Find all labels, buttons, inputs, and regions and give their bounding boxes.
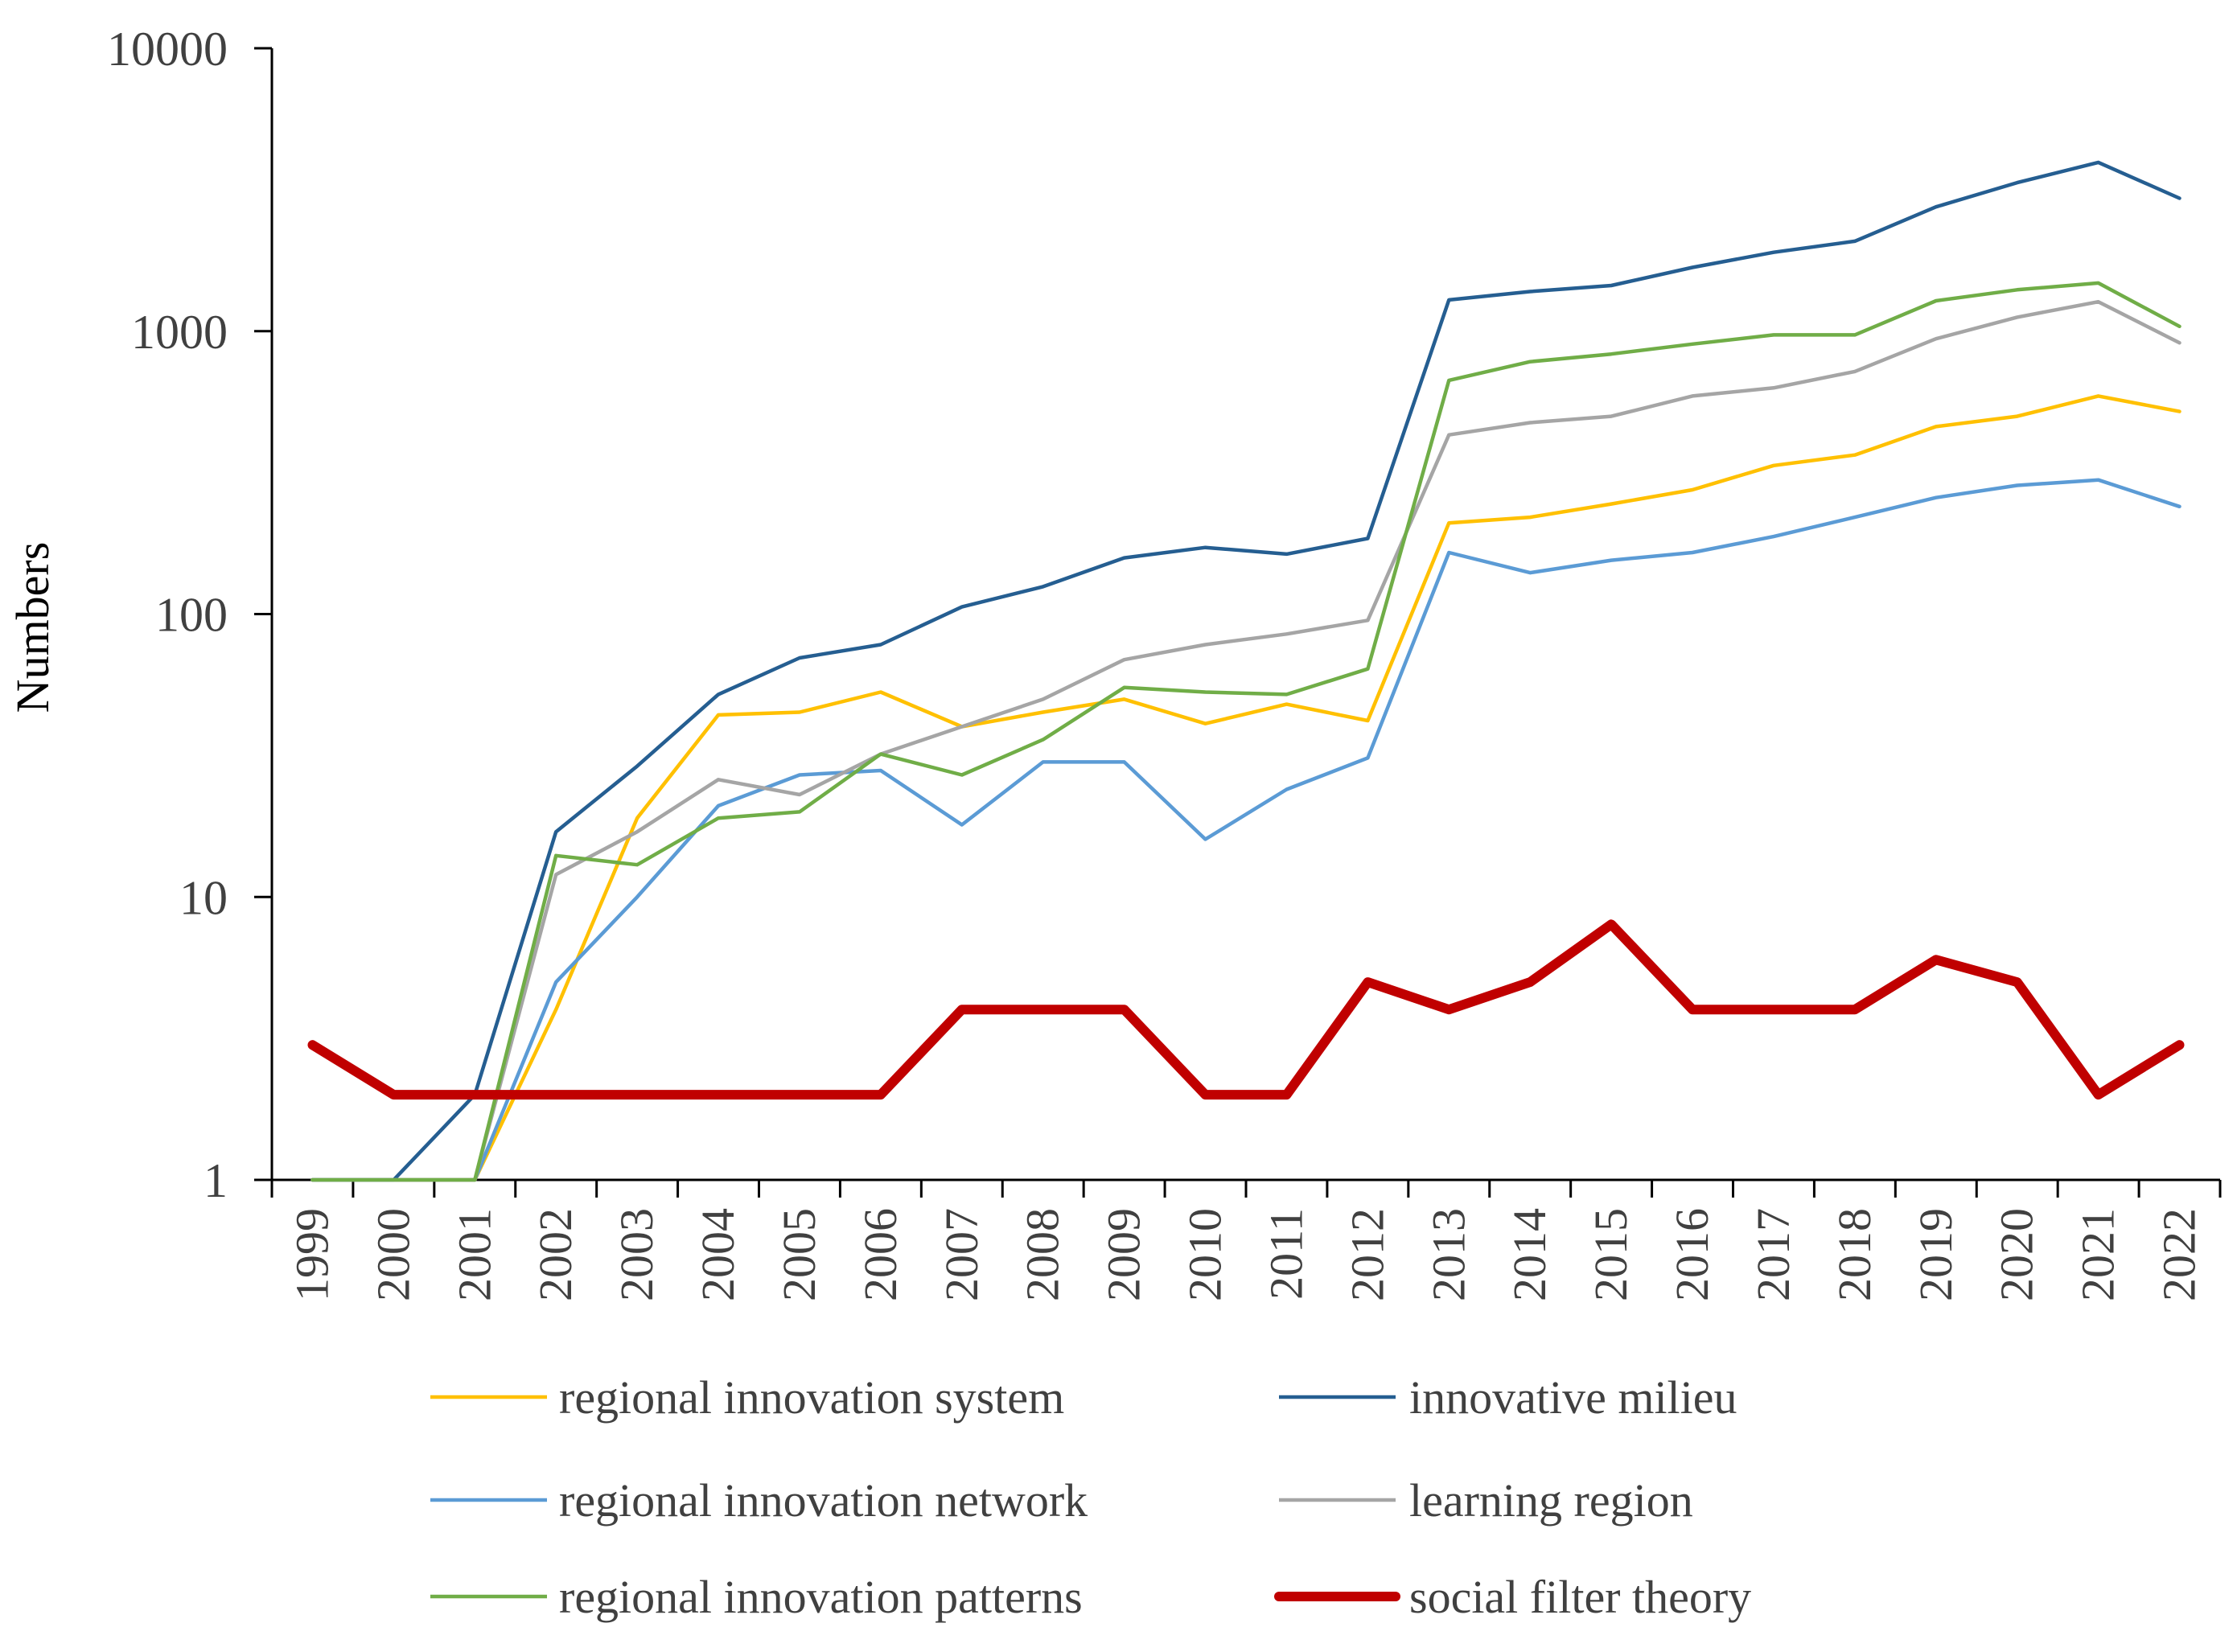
y-tick-label: 10 [179,871,228,924]
legend-label: regional innovation patterns [559,1571,1083,1623]
legend-label: social filter theory [1409,1571,1751,1623]
x-tick-label: 2017 [1747,1208,1799,1301]
legend-item: regional innovation system [430,1371,1064,1424]
x-tick-label: 2021 [2072,1208,2124,1301]
legend-label: regional innovation network [559,1474,1088,1527]
y-tick-labels: 1 10 100 1000 10000 [107,23,228,1207]
x-tick-labels: 1999 2000 2001 2002 2003 2004 2005 2006 2007 2008… [286,1208,2205,1301]
legend-item: regional innovation network [430,1474,1088,1527]
x-tick-label: 2003 [611,1208,663,1301]
series-line-regional-innovation-system [310,394,2181,1182]
legend-item: learning region [1279,1474,1693,1527]
series-line-regional-innovation-patterns [310,281,2181,1182]
series-line-social-filter-theory [307,919,2185,1100]
legend-label: innovative milieu [1409,1371,1737,1424]
x-tick-label: 2020 [1991,1208,2043,1301]
series-line-regional-innovation-network [310,478,2181,1182]
series-lines [307,160,2185,1182]
y-tick-label: 1000 [131,306,228,359]
x-tick-label: 2000 [367,1208,419,1301]
x-tick-label: 2005 [773,1208,825,1301]
x-tick-label: 2007 [936,1208,988,1301]
x-tick-label: 2012 [1341,1208,1393,1301]
x-tick-label: 2011 [1260,1208,1312,1300]
legend-label: regional innovation system [559,1371,1064,1424]
y-tick-label: 1 [204,1154,228,1207]
x-tick-label: 2002 [529,1208,582,1301]
x-tick-label: 2009 [1098,1208,1150,1301]
x-tick-label: 2018 [1828,1208,1881,1301]
x-tick-label: 2014 [1503,1208,1556,1301]
x-tick-label: 2006 [854,1208,907,1301]
legend-item: social filter theory [1274,1571,1751,1623]
x-tick-label: 2016 [1666,1208,1718,1301]
x-tick-label: 2010 [1179,1208,1232,1301]
legend-label: learning region [1409,1474,1693,1527]
legend-item: regional innovation patterns [430,1571,1083,1623]
x-tick-label: 1999 [286,1208,338,1301]
x-tick-label: 2008 [1017,1208,1069,1301]
x-tick-label: 2019 [1910,1208,1962,1301]
legend: regional innovation system innovative mil… [430,1371,1751,1623]
axes [254,47,2222,1198]
series-line-learning-region [310,299,2181,1182]
x-tick-label: 2022 [2153,1208,2206,1301]
series-line-innovative-milieu [310,160,2181,1182]
x-tick-label: 2001 [448,1208,500,1301]
y-axis-title: Numbers [6,542,59,713]
x-tick-label: 2004 [692,1208,744,1301]
y-tick-label: 10000 [107,23,228,76]
x-tick-label: 2015 [1585,1208,1637,1301]
x-tick-label: 2013 [1422,1208,1474,1301]
y-tick-label: 100 [155,589,228,642]
legend-item: innovative milieu [1279,1371,1737,1424]
